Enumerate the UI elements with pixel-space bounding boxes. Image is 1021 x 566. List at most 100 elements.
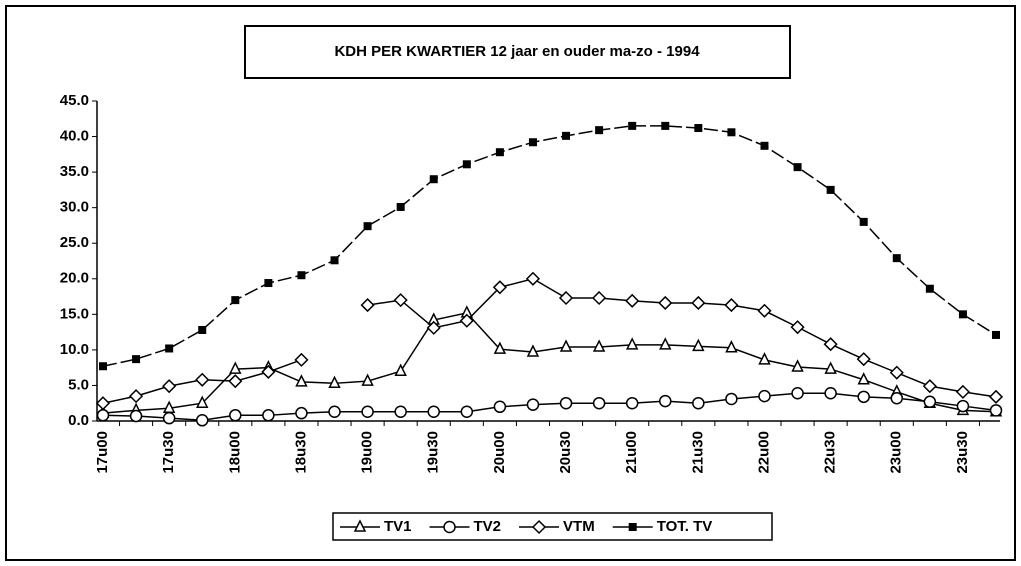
marker [460,405,474,419]
y-tick-label: 10.0 [60,341,89,358]
marker [922,379,937,394]
marker [724,298,739,313]
legend-label: TV1 [384,518,412,535]
marker [692,396,705,410]
marker [526,344,540,357]
marker [294,352,309,367]
marker [823,337,838,352]
x-tick-label: 23u00 [888,431,905,474]
legend-label: TV2 [474,518,502,535]
marker [592,290,607,306]
series-line [102,125,997,367]
legend-label: VTM [563,518,595,535]
marker [923,395,937,409]
x-tick-label: 19u00 [359,431,376,474]
marker [727,128,736,137]
marker [264,279,273,288]
marker [493,341,507,354]
marker [262,409,275,422]
marker [297,271,306,280]
x-tick-label: 17u30 [160,431,177,474]
marker [195,414,209,427]
marker [826,185,835,194]
marker [760,141,769,150]
marker [195,372,210,387]
marker [992,330,1000,339]
marker [295,374,308,387]
marker [692,338,705,352]
marker [96,409,110,422]
marker [525,271,541,286]
marker [625,337,639,350]
y-tick-label: 40.0 [60,128,89,145]
x-tick-label: 23u30 [954,431,971,474]
marker [725,392,738,406]
y-tick-label: 20.0 [60,270,89,287]
y-tick-label: 0.0 [68,412,89,429]
legend-marker [531,519,547,535]
marker [261,364,276,379]
y-tick-label: 25.0 [60,234,89,251]
marker [427,405,440,419]
legend-marker [353,519,367,532]
marker [459,313,474,328]
marker [162,411,176,425]
marker [958,310,967,319]
y-tick-label: 15.0 [60,305,89,322]
y-tick-label: 30.0 [60,199,89,216]
x-tick-label: 18u30 [292,431,309,474]
marker [394,405,407,419]
marker [625,396,639,410]
marker [791,387,804,400]
marker [328,375,341,389]
chart-frame [5,5,1016,561]
y-tick-label: 5.0 [68,376,89,393]
marker [628,121,637,130]
marker [330,256,339,265]
x-tick-label: 19u30 [425,431,442,474]
legend-marker [628,523,637,531]
marker [892,254,901,263]
marker [129,389,144,404]
marker [691,295,706,311]
marker [231,296,240,305]
legend-marker [443,520,456,534]
marker [462,160,471,169]
marker [95,396,111,411]
marker [426,320,441,335]
x-tick-label: 20u00 [491,431,508,474]
marker [295,406,308,420]
marker [495,148,504,157]
marker [856,352,871,367]
marker [162,379,177,394]
marker [625,293,640,308]
x-tick-label: 22u30 [822,431,839,474]
marker [659,337,672,350]
marker [363,222,372,231]
series-line [102,312,997,414]
x-tick-label: 20u30 [557,431,574,474]
y-tick-label: 45.0 [60,92,89,109]
legend-label: TOT. TV [657,518,713,535]
marker [228,374,243,389]
marker [493,400,507,414]
x-tick-label: 21u00 [623,431,640,474]
marker [198,325,207,334]
marker [562,131,571,140]
marker [889,365,904,380]
marker [725,340,738,353]
marker [659,394,672,408]
marker [757,303,772,318]
marker [592,339,606,352]
x-tick-label: 18u00 [226,431,243,474]
marker [824,361,837,374]
marker [394,363,407,376]
marker [661,121,670,130]
marker [99,362,107,371]
marker [129,409,143,423]
marker [859,217,868,226]
marker [396,202,405,211]
marker [956,399,970,413]
marker [492,280,507,295]
